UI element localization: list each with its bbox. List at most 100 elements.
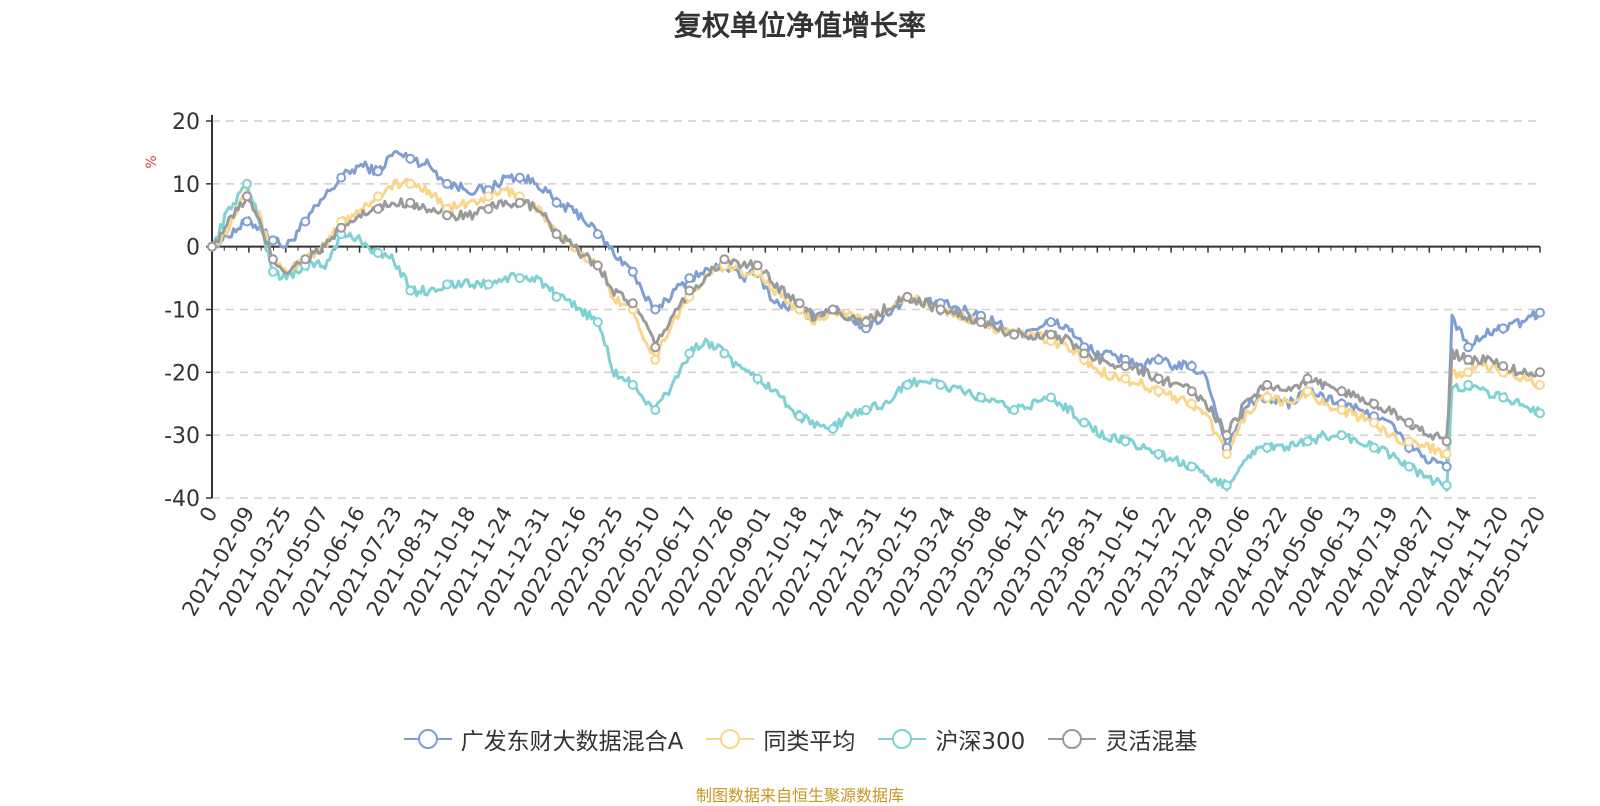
legend-label: 灵活混基 [1105,729,1198,755]
series-marker [827,304,838,315]
series-marker [627,379,638,390]
series-marker [373,247,383,258]
series-marker [1404,417,1414,428]
series-marker [1153,386,1164,397]
series-marker [1262,442,1273,453]
series-marker [483,191,494,202]
series-marker [902,291,913,302]
y-axis-unit-label: % [144,155,160,168]
grid-lines [212,120,1540,499]
series-marker [1186,386,1197,397]
series-marker [627,298,638,309]
legend-label: 同类平均 [763,729,856,755]
series-marker [684,348,695,359]
series-marker [483,204,494,214]
series-marker [719,254,730,265]
series-lines [210,149,1542,492]
series-marker [373,204,383,214]
series-marker [861,317,872,328]
source-note: 制图数据来自恒生聚源数据库 [695,786,904,805]
series-marker [592,260,603,271]
series-marker [627,266,638,277]
series-marker [1262,379,1273,390]
series-marker [514,273,525,284]
series-marker [1404,436,1414,447]
series-marker [1498,361,1509,372]
series-marker [268,235,278,246]
series-marker [373,191,383,202]
series-marker [1498,323,1509,334]
series-marker [752,260,763,271]
series-marker [1009,329,1020,340]
series-marker [976,392,986,403]
series-marker [1046,392,1056,403]
series-marker [514,197,525,208]
series-marker [1009,405,1020,415]
series-marker [1302,373,1313,384]
series-marker [1153,354,1164,365]
y-tick-label: -10 [164,299,200,324]
series-marker [405,197,416,208]
y-tick-label: 10 [172,173,200,198]
series-line [210,183,1542,492]
legend-line-circle-icon [878,729,927,749]
series-marker [405,178,416,189]
series-marker [1262,392,1273,403]
series-marker [483,279,494,290]
series-marker [1535,408,1545,419]
legend-item[interactable]: 沪深300 [877,722,1025,756]
series-marker [719,348,730,359]
series-marker [1120,436,1131,447]
series-marker [1441,449,1452,459]
series-line [210,192,1542,441]
series-marker [1186,461,1197,472]
series-marker [1221,449,1232,459]
series-marker [268,266,278,277]
series-marker [551,197,562,208]
series-marker [405,285,416,296]
series-marker [1221,430,1232,441]
legend-line-circle-icon [1048,729,1097,749]
series-marker [1186,398,1197,409]
series-marker [650,405,661,415]
series-marker [592,229,603,240]
series-marker [592,317,603,328]
series-marker [752,373,763,384]
series-marker [1463,342,1474,353]
series-marker [1369,398,1379,409]
axes [206,115,1541,499]
series-marker [1046,329,1056,340]
series-marker [650,354,661,365]
series-marker [551,229,562,240]
series-marker [1186,361,1197,372]
series-marker [1463,354,1474,365]
y-tick-label: 0 [186,236,200,261]
series-marker [1441,480,1452,491]
legend-item[interactable]: 灵活混基 [1047,722,1197,756]
series-marker [1535,367,1545,378]
series-marker [300,216,311,227]
series-marker [861,405,872,415]
series-marker [794,298,805,309]
legend: 广发东财大数据混合A 同类平均 沪深300 灵活混基 [0,722,1600,756]
series-marker [935,304,946,315]
series-marker [405,153,416,164]
series-marker [207,241,217,252]
series-marker [1120,361,1131,372]
legend-item[interactable]: 广发东财大数据混合A [403,722,684,756]
series-marker [827,423,838,434]
y-tick-label: -20 [164,361,200,386]
series-marker [336,172,347,183]
y-tick-label: 20 [172,110,200,135]
y-tick-label: -40 [164,487,200,512]
series-line [211,149,1542,471]
legend-label: 广发东财大数据混合A [460,729,684,755]
legend-item[interactable]: 同类平均 [705,722,855,756]
series-marker [268,254,278,265]
series-marker [1535,307,1545,318]
series-marker [1463,367,1474,378]
series-marker [1336,386,1347,397]
series-marker [684,273,695,284]
series-marker [1302,436,1313,447]
series-marker [650,304,661,315]
